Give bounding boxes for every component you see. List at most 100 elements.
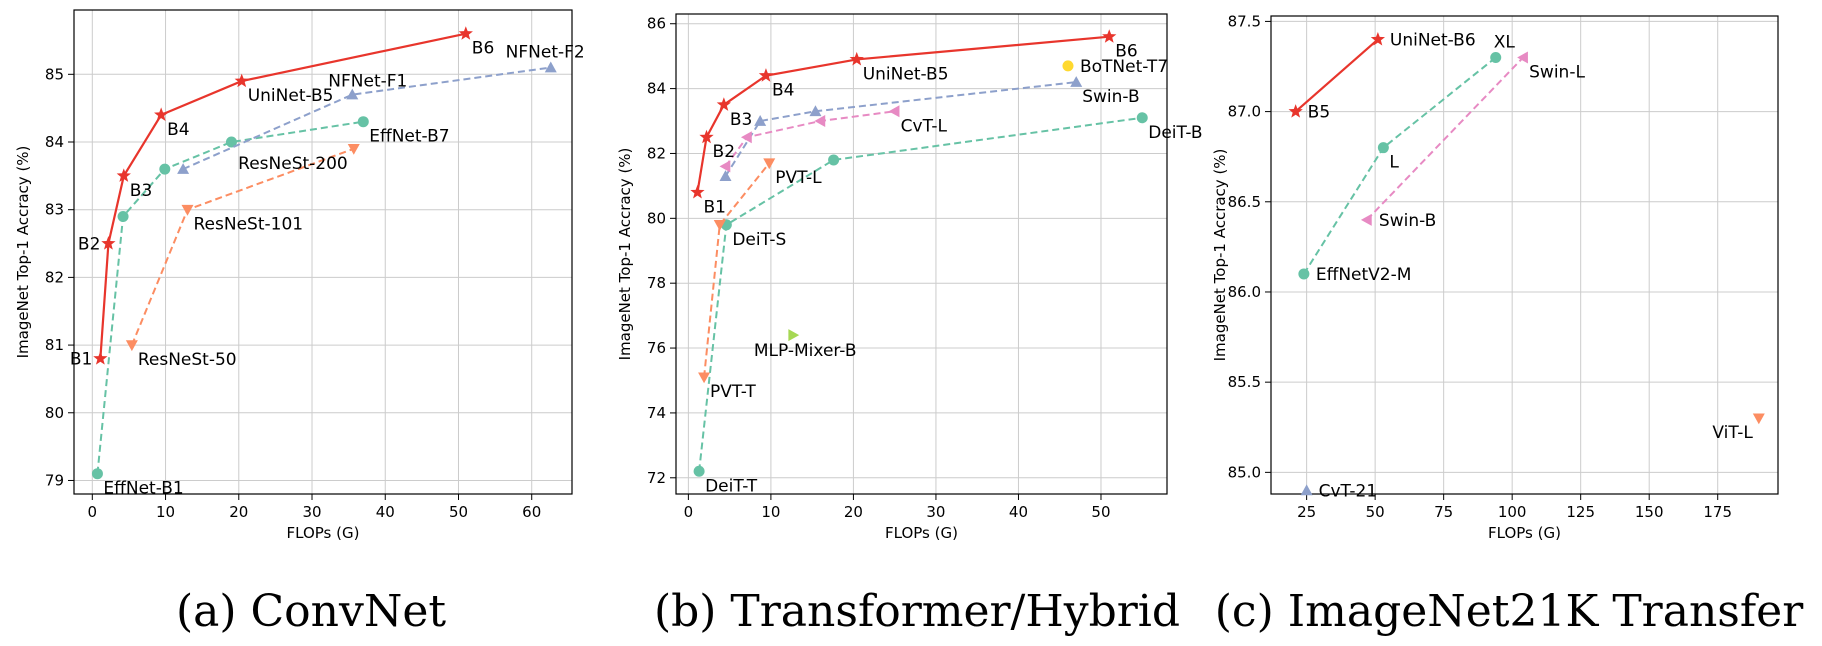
y-tick-label: 86.0	[1228, 283, 1261, 301]
y-tick-label: 84	[45, 133, 64, 151]
data-label: ResNeSt-50	[138, 350, 237, 370]
data-point	[1298, 268, 1310, 280]
series-line	[182, 66, 551, 170]
data-label: PVT-L	[775, 168, 822, 188]
data-point	[177, 163, 190, 174]
y-tick-label: 82	[45, 268, 64, 286]
series-cvt: CvT-21	[1300, 481, 1377, 501]
y-tick-label: 72	[647, 469, 666, 487]
data-label: L	[1389, 153, 1399, 173]
data-point	[754, 115, 767, 126]
data-point	[347, 143, 360, 155]
series-pvt: PVT-T PVT-L	[698, 158, 822, 402]
data-point	[763, 158, 776, 170]
y-tick-label: 85	[45, 65, 64, 83]
caption-convnet: (a) ConvNet	[176, 586, 446, 637]
data-label: ResNeSt-200	[238, 154, 348, 174]
y-tick-label: 85.0	[1228, 463, 1261, 481]
y-tick-label: 85.5	[1228, 373, 1261, 391]
data-label: B6	[1115, 42, 1137, 62]
x-tick-label: 50	[449, 503, 468, 521]
x-tick-label: 50	[1091, 503, 1110, 521]
data-point	[849, 51, 864, 66]
data-label: ViT-L	[1712, 423, 1753, 443]
x-tick-label: 50	[1366, 503, 1385, 521]
data-point	[690, 184, 705, 199]
caption-transformer-hybrid: (b) Transformer/Hybrid	[654, 586, 1180, 637]
data-label: B4	[772, 81, 794, 101]
series-line	[696, 35, 1110, 193]
data-label: DeiT-T	[705, 476, 758, 496]
data-label: B2	[78, 235, 100, 255]
series-uninet: B1 B2 B3 B4 UniNet-B5 B6	[70, 26, 494, 370]
data-point	[740, 131, 752, 144]
data-point	[159, 163, 171, 175]
plot-frame	[675, 13, 1168, 495]
y-tick-label: 82	[647, 144, 666, 162]
data-label: B3	[130, 181, 152, 201]
data-point	[1288, 104, 1303, 118]
series-line	[99, 32, 467, 359]
data-point	[788, 329, 800, 342]
data-point	[458, 26, 473, 40]
data-label: XL	[1494, 32, 1516, 52]
data-point	[1370, 31, 1386, 46]
x-tick-label: 60	[522, 503, 541, 521]
x-tick-label: 10	[156, 503, 175, 521]
data-label: EffNet-B7	[369, 127, 449, 147]
data-point	[1752, 413, 1765, 425]
data-point	[225, 136, 237, 148]
data-point	[719, 170, 732, 181]
x-axis-title: FLOPs (G)	[1488, 524, 1561, 542]
series-effnet: EffNet-B1 EffNet-B7	[91, 116, 450, 499]
series-botnet: BoTNet-T7	[1062, 57, 1168, 77]
data-point	[1102, 29, 1117, 43]
data-point	[93, 351, 108, 365]
data-point	[234, 73, 249, 88]
x-axis-title: FLOPs (G)	[287, 524, 360, 542]
data-point	[719, 160, 731, 173]
data-label: B2	[713, 142, 735, 162]
series-line	[724, 81, 1077, 177]
x-tick-label: 30	[926, 503, 945, 521]
series-vit: ViT-L	[1712, 413, 1765, 443]
series-line	[96, 120, 364, 474]
series-swin: Swin-B Swin-L	[1360, 51, 1585, 231]
data-label: B5	[1308, 103, 1330, 123]
x-tick-label: 40	[376, 503, 395, 521]
data-label: Swin-L	[1529, 62, 1585, 82]
data-label: UniNet-B5	[863, 64, 949, 84]
x-tick-label: 25	[1297, 503, 1316, 521]
data-label: EffNetV2-M	[1316, 265, 1412, 285]
x-tick-label: 30	[302, 503, 321, 521]
y-tick-label: 74	[647, 404, 666, 422]
data-label: NFNet-F2	[506, 43, 585, 63]
series-cvt: CvT-L	[719, 105, 948, 173]
data-label: B4	[167, 120, 189, 140]
data-label: Swin-B	[1379, 211, 1436, 231]
data-label: MLP-Mixer-B	[754, 341, 857, 361]
series-swin: Swin-B	[719, 76, 1140, 181]
series-line	[1294, 38, 1379, 113]
x-tick-label: 20	[229, 503, 248, 521]
data-point	[809, 105, 822, 117]
data-point	[698, 372, 711, 384]
data-point	[101, 236, 116, 250]
panel-imagenet21k-transfer: 25 50 75 100 125 150 175 85.0 85.5 86.0 86.5 87.0 87…	[1211, 12, 1779, 542]
data-point	[814, 115, 826, 128]
series-nfnet: NFNet-F1 NFNet-F2	[177, 43, 585, 174]
panel-convnet: 0 10 20 30 40 50 60 79 80 81 82 83 84 85 FLOPs (G) Imag…	[14, 9, 585, 542]
x-tick-label: 40	[1009, 503, 1028, 521]
y-tick-label: 79	[45, 471, 64, 489]
data-point	[117, 210, 129, 222]
data-point	[716, 97, 731, 111]
data-point	[699, 129, 714, 144]
x-tick-label: 0	[684, 503, 694, 521]
y-tick-label: 86.5	[1228, 193, 1261, 211]
data-label: B1	[703, 197, 725, 217]
x-tick-label: 100	[1498, 503, 1527, 521]
series-uninet: B1 B2 B3 B4 UniNet-B5 B6	[690, 29, 1138, 217]
data-label: Swin-B	[1082, 87, 1139, 107]
data-point	[1070, 76, 1083, 87]
x-tick-label: 20	[844, 503, 863, 521]
